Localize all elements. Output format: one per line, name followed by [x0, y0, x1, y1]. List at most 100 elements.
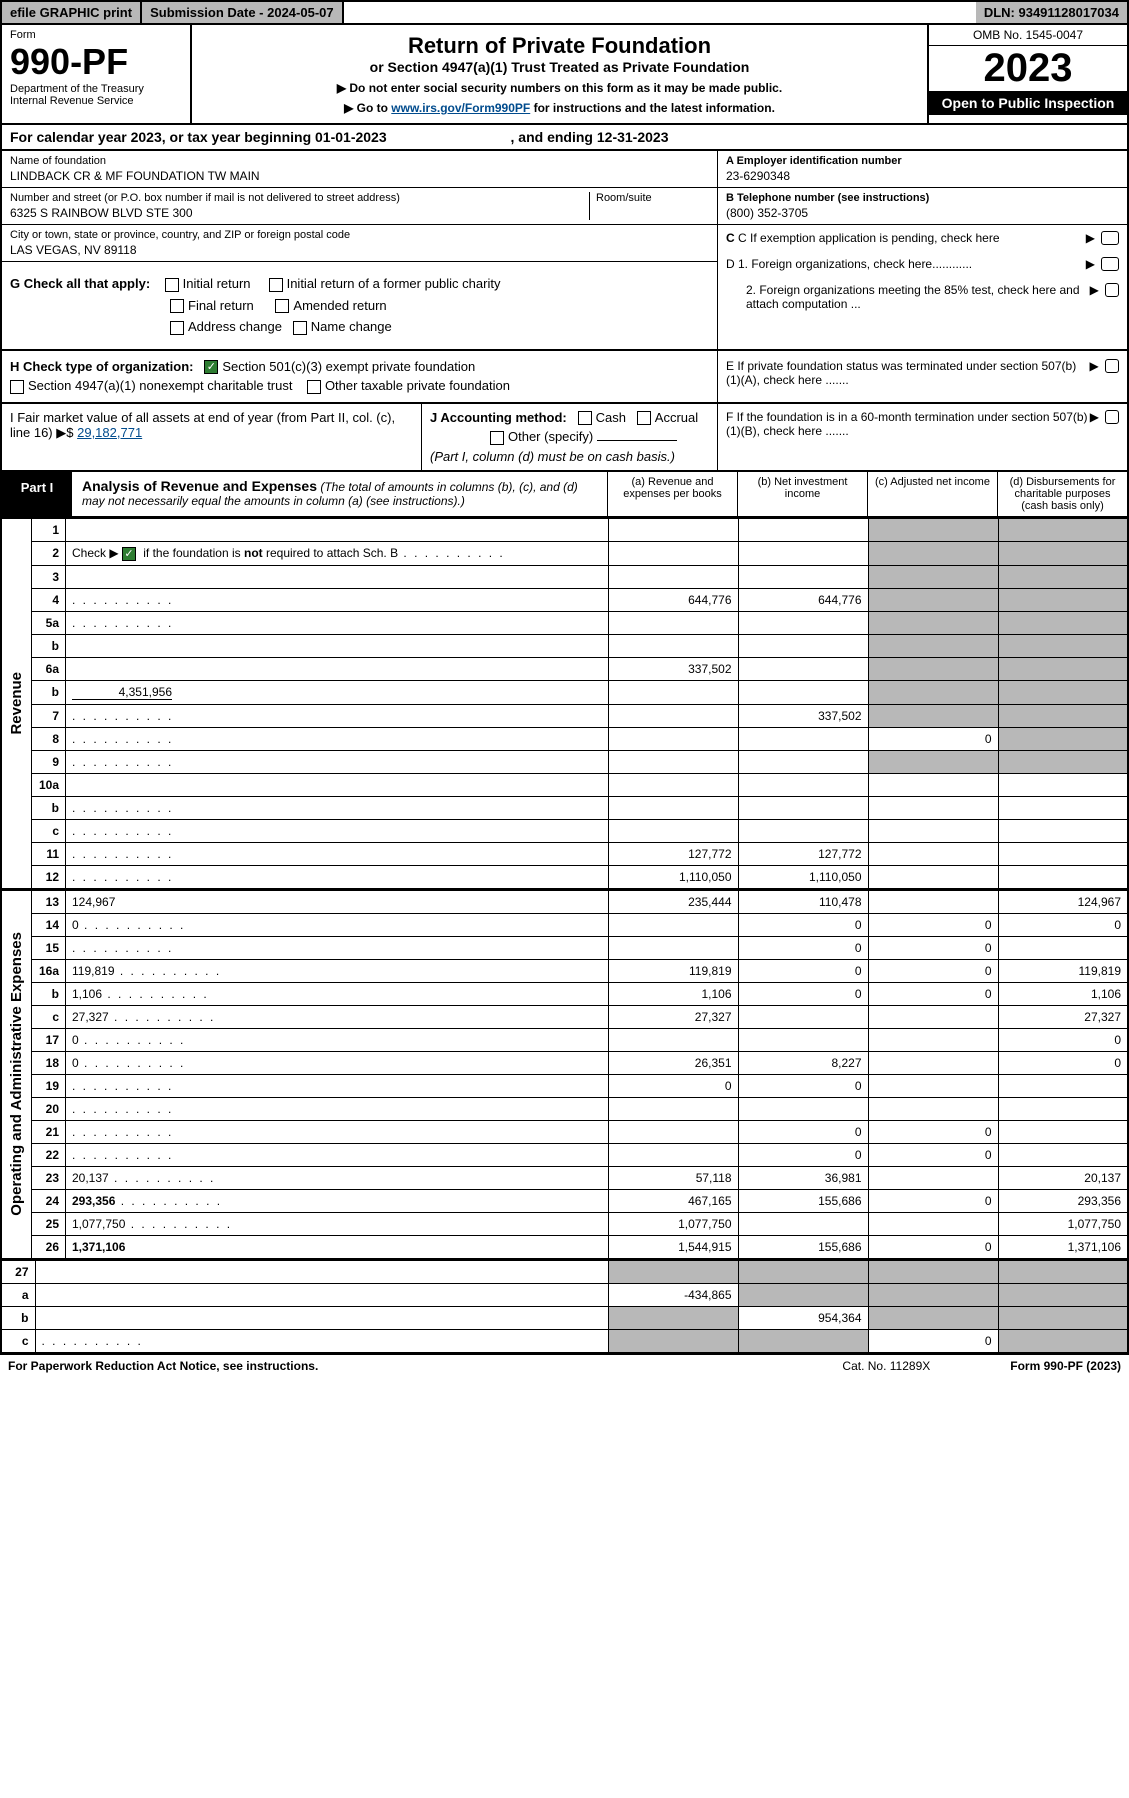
cell-b — [738, 634, 868, 657]
info-right: A Employer identification number 23-6290… — [717, 151, 1127, 349]
form-number: 990-PF — [10, 41, 182, 83]
cb-initial-former[interactable] — [269, 278, 283, 292]
row-desc — [66, 611, 609, 634]
cb-amended[interactable] — [275, 299, 289, 313]
fmv-value[interactable]: 29,182,771 — [77, 425, 142, 440]
cb-d1[interactable] — [1101, 257, 1119, 271]
row-desc: 1,106 — [66, 982, 609, 1005]
table-row: 1900 — [1, 1074, 1128, 1097]
cell-b — [738, 611, 868, 634]
cell-c — [868, 565, 998, 588]
cell-a — [608, 518, 738, 541]
item-f: F If the foundation is in a 60-month ter… — [717, 404, 1127, 470]
cell-c — [868, 1306, 998, 1329]
cb-4947[interactable] — [10, 380, 24, 394]
cb-f[interactable] — [1105, 410, 1119, 424]
table-row: 27 — [1, 1260, 1128, 1283]
efile-label[interactable]: efile GRAPHIC print — [2, 2, 142, 23]
cb-other-method[interactable] — [490, 431, 504, 445]
cb-name-change[interactable] — [293, 321, 307, 335]
item-j: J Accounting method: Cash Accrual Other … — [422, 404, 717, 470]
cell-a — [608, 704, 738, 727]
cb-501c3[interactable]: ✓ — [204, 360, 218, 374]
cb-initial[interactable] — [165, 278, 179, 292]
row-desc: 124,967 — [66, 890, 609, 913]
row-desc: Check ▶ ✓ if the foundation is not requi… — [66, 541, 609, 565]
cell-d — [998, 541, 1128, 565]
submission-date: Submission Date - 2024-05-07 — [142, 2, 344, 23]
section-ij: I Fair market value of all assets at end… — [0, 404, 1129, 472]
cell-d — [998, 1329, 1128, 1353]
cell-b — [738, 1212, 868, 1235]
table-row: c27,32727,32727,327 — [1, 1005, 1128, 1028]
cell-a — [608, 819, 738, 842]
cell-c: 0 — [868, 1235, 998, 1259]
cell-c: 0 — [868, 727, 998, 750]
table-row: 1700 — [1, 1028, 1128, 1051]
cell-c — [868, 1097, 998, 1120]
part1-header: Part I Analysis of Revenue and Expenses … — [0, 472, 1129, 518]
cell-d: 1,077,750 — [998, 1212, 1128, 1235]
cell-a — [608, 1028, 738, 1051]
cb-c[interactable] — [1101, 231, 1119, 245]
dept: Department of the Treasury — [10, 83, 182, 95]
cell-d — [998, 819, 1128, 842]
row-num: 18 — [32, 1051, 66, 1074]
row-num: 1 — [32, 518, 66, 541]
cb-e[interactable] — [1105, 359, 1119, 373]
cb-d2[interactable] — [1105, 283, 1119, 297]
cell-a — [608, 1329, 738, 1353]
cat-no: Cat. No. 11289X — [842, 1359, 930, 1373]
cell-b — [738, 1260, 868, 1283]
table-row: 2Check ▶ ✓ if the foundation is not requ… — [1, 541, 1128, 565]
cell-b: 337,502 — [738, 704, 868, 727]
row-num: a — [1, 1283, 35, 1306]
row-num: b — [32, 634, 66, 657]
row-desc — [66, 704, 609, 727]
cell-a: 1,106 — [608, 982, 738, 1005]
row-num: c — [1, 1329, 35, 1353]
cell-d — [998, 1097, 1128, 1120]
cb-schb[interactable]: ✓ — [122, 547, 136, 561]
irs: Internal Revenue Service — [10, 95, 182, 107]
cell-a: 57,118 — [608, 1166, 738, 1189]
top-bar: efile GRAPHIC print Submission Date - 20… — [0, 0, 1129, 25]
row-num: 27 — [1, 1260, 35, 1283]
cb-final[interactable] — [170, 299, 184, 313]
cell-d — [998, 1074, 1128, 1097]
cb-addr-change[interactable] — [170, 321, 184, 335]
table-row: 140000 — [1, 913, 1128, 936]
foundation-name: LINDBACK CR & MF FOUNDATION TW MAIN — [10, 167, 709, 183]
cell-a — [608, 750, 738, 773]
cell-c — [868, 541, 998, 565]
cell-c: 0 — [868, 1189, 998, 1212]
form-header: Form 990-PF Department of the Treasury I… — [0, 25, 1129, 125]
cell-d — [998, 865, 1128, 889]
form990pf-link[interactable]: www.irs.gov/Form990PF — [391, 101, 530, 115]
cell-b — [738, 750, 868, 773]
row-desc — [35, 1260, 608, 1283]
cell-d — [998, 796, 1128, 819]
cb-other-tax[interactable] — [307, 380, 321, 394]
footer: For Paperwork Reduction Act Notice, see … — [0, 1354, 1129, 1377]
table-row: 4644,776644,776 — [1, 588, 1128, 611]
cell-b — [738, 1005, 868, 1028]
table-row: 3 — [1, 565, 1128, 588]
h-label: H Check type of organization: — [10, 359, 193, 374]
col-a: (a) Revenue and expenses per books — [607, 472, 737, 516]
table-row: 20 — [1, 1097, 1128, 1120]
cell-d — [998, 634, 1128, 657]
cb-accrual[interactable] — [637, 411, 651, 425]
cell-d — [998, 1120, 1128, 1143]
row-num: 21 — [32, 1120, 66, 1143]
cb-cash[interactable] — [578, 411, 592, 425]
table-row: 1500 — [1, 936, 1128, 959]
cell-d — [998, 1260, 1128, 1283]
cell-d — [998, 518, 1128, 541]
open-public: Open to Public Inspection — [929, 91, 1127, 115]
expenses-table: Operating and Administrative Expenses131… — [0, 890, 1129, 1260]
row-num: 20 — [32, 1097, 66, 1120]
cell-b — [738, 727, 868, 750]
row-num: 14 — [32, 913, 66, 936]
cell-a — [608, 913, 738, 936]
